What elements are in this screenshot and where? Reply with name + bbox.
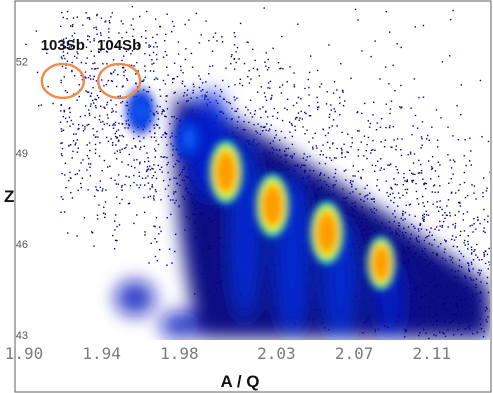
x-tick-label: 2.11 <box>412 344 451 363</box>
peak-core <box>254 171 291 240</box>
y-tick-label: 43 <box>16 330 28 342</box>
y-axis-label: Z <box>4 187 14 206</box>
x-tick-label: 1.98 <box>160 344 199 363</box>
peak-core <box>207 138 244 207</box>
band-blob <box>115 280 155 316</box>
peak-core <box>365 234 397 293</box>
annotation-circle <box>40 62 86 100</box>
annotation-label: 104Sb <box>97 37 141 54</box>
x-tick-label: 2.03 <box>257 344 296 363</box>
peak-core <box>308 198 345 267</box>
peak-weak <box>171 110 208 167</box>
band-blob <box>160 311 200 339</box>
y-tick-label: 46 <box>16 239 28 251</box>
density-peaks <box>122 83 400 299</box>
y-tick-label: 49 <box>16 148 28 160</box>
x-tick-label: 2.07 <box>335 344 374 363</box>
annotations: 103Sb 104Sb <box>40 37 142 100</box>
y-tick-label: 52 <box>16 57 28 69</box>
annotation-circle <box>96 62 142 100</box>
annotation-label: 103Sb <box>41 37 85 54</box>
x-tick-label: 1.90 <box>5 344 44 363</box>
x-axis-label: A / Q <box>220 372 259 391</box>
peak-weak <box>122 83 159 140</box>
heatmap-area <box>25 5 490 340</box>
x-tick-labels: 1.90 1.94 1.98 2.03 2.07 2.11 <box>5 344 451 363</box>
x-tick-label: 1.94 <box>82 344 121 363</box>
y-tick-labels: 43 46 49 52 <box>16 57 28 342</box>
